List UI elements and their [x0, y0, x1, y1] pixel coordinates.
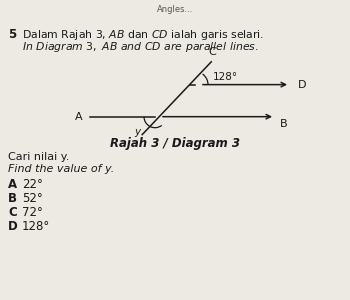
Text: 72°: 72°: [22, 206, 43, 219]
Text: A: A: [8, 178, 17, 191]
Text: B: B: [280, 119, 288, 129]
Text: $In\ Diagram\ 3,\ AB\ and\ CD\ are\ parallel\ lines.$: $In\ Diagram\ 3,\ AB\ and\ CD\ are\ para…: [22, 40, 259, 53]
Text: y: y: [134, 127, 140, 137]
Text: Cari nilai y.: Cari nilai y.: [8, 152, 69, 162]
Text: C: C: [8, 206, 17, 219]
Text: 22°: 22°: [22, 178, 43, 191]
Text: 128°: 128°: [213, 72, 238, 82]
Text: D: D: [298, 80, 307, 90]
Text: Dalam Rajah 3, $AB$ dan $CD$ ialah garis selari.: Dalam Rajah 3, $AB$ dan $CD$ ialah garis…: [22, 28, 264, 41]
Text: A: A: [75, 112, 83, 122]
Text: Angles...: Angles...: [157, 5, 193, 14]
Text: D: D: [8, 220, 18, 233]
Text: Find the value of y.: Find the value of y.: [8, 164, 114, 174]
Text: 5: 5: [8, 28, 16, 40]
Text: 128°: 128°: [22, 220, 50, 233]
Text: 52°: 52°: [22, 192, 43, 205]
Text: Rajah 3 / Diagram 3: Rajah 3 / Diagram 3: [110, 137, 240, 150]
Text: B: B: [8, 192, 17, 205]
Text: C: C: [208, 47, 216, 57]
